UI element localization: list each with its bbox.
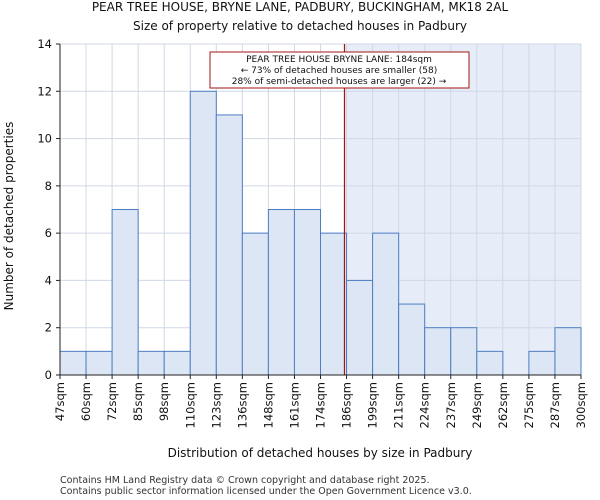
x-axis-label: Distribution of detached houses by size … [168, 446, 473, 460]
y-tick-label: 8 [45, 179, 52, 193]
x-tick-label: 237sqm [444, 382, 458, 428]
x-tick-label: 275sqm [522, 382, 536, 428]
x-tick-label: 148sqm [261, 382, 275, 428]
x-tick-label: 123sqm [209, 382, 223, 428]
x-tick-label: 262sqm [496, 382, 510, 428]
x-axis-ticks: 47sqm 60sqm 72sqm 85sqm 98sqm 110sqm 123sqm 136… [53, 375, 588, 428]
y-axis-label: Number of detached properties [2, 122, 16, 311]
x-tick-label: 98sqm [157, 382, 171, 421]
annotation-line-1: PEAR TREE HOUSE BRYNE LANE: 184sqm [246, 55, 432, 65]
y-tick-label: 14 [37, 37, 52, 51]
x-tick-label: 72sqm [105, 382, 119, 421]
x-tick-label: 186sqm [340, 382, 354, 428]
footer-line-2: Contains public sector information licen… [60, 486, 472, 497]
bar [372, 232, 400, 376]
x-tick-label: 199sqm [366, 382, 380, 428]
x-tick-label: 174sqm [314, 382, 328, 428]
bar [137, 350, 165, 376]
y-tick-label: 0 [45, 368, 52, 382]
x-tick-label: 211sqm [392, 382, 406, 428]
bars [59, 90, 582, 376]
annotation-line-2: ← 73% of detached houses are smaller (58… [241, 66, 438, 76]
y-axis-ticks: 0 2 4 6 8 10 12 14 [37, 37, 60, 382]
chart-subtitle: Size of property relative to detached ho… [133, 19, 467, 33]
x-tick-label: 47sqm [53, 382, 67, 421]
y-tick-label: 6 [45, 226, 52, 240]
y-tick-label: 10 [37, 132, 52, 146]
x-tick-label: 224sqm [418, 382, 432, 428]
bar [424, 327, 452, 376]
y-tick-label: 2 [45, 321, 52, 335]
x-tick-label: 300sqm [574, 382, 588, 428]
x-tick-label: 110sqm [183, 382, 197, 428]
chart-title: PEAR TREE HOUSE, BRYNE LANE, PADBURY, BU… [92, 0, 509, 14]
y-tick-label: 4 [45, 273, 52, 287]
bar [320, 232, 348, 376]
x-tick-label: 60sqm [79, 382, 93, 421]
y-tick-label: 12 [37, 84, 52, 98]
bar [59, 350, 87, 376]
bar [241, 232, 269, 376]
bar [85, 350, 113, 376]
x-tick-label: 136sqm [235, 382, 249, 428]
bar [267, 209, 295, 376]
bar [450, 327, 478, 376]
bar [398, 303, 426, 376]
bar [293, 209, 322, 376]
bar [111, 209, 139, 376]
footer-line-1: Contains HM Land Registry data © Crown c… [60, 475, 430, 486]
bar [554, 327, 582, 376]
bar [215, 114, 243, 376]
bar [476, 350, 504, 376]
x-tick-label: 249sqm [470, 382, 484, 428]
annotation-line-3: 28% of semi-detached houses are larger (… [232, 77, 447, 87]
bar [163, 350, 191, 376]
bar [346, 279, 374, 376]
annotation-box: PEAR TREE HOUSE BRYNE LANE: 184sqm ← 73%… [209, 51, 470, 89]
x-tick-label: 161sqm [287, 382, 301, 428]
bar [528, 350, 556, 376]
bar [189, 90, 217, 376]
x-tick-label: 85sqm [131, 382, 145, 421]
x-tick-label: 287sqm [548, 382, 562, 428]
